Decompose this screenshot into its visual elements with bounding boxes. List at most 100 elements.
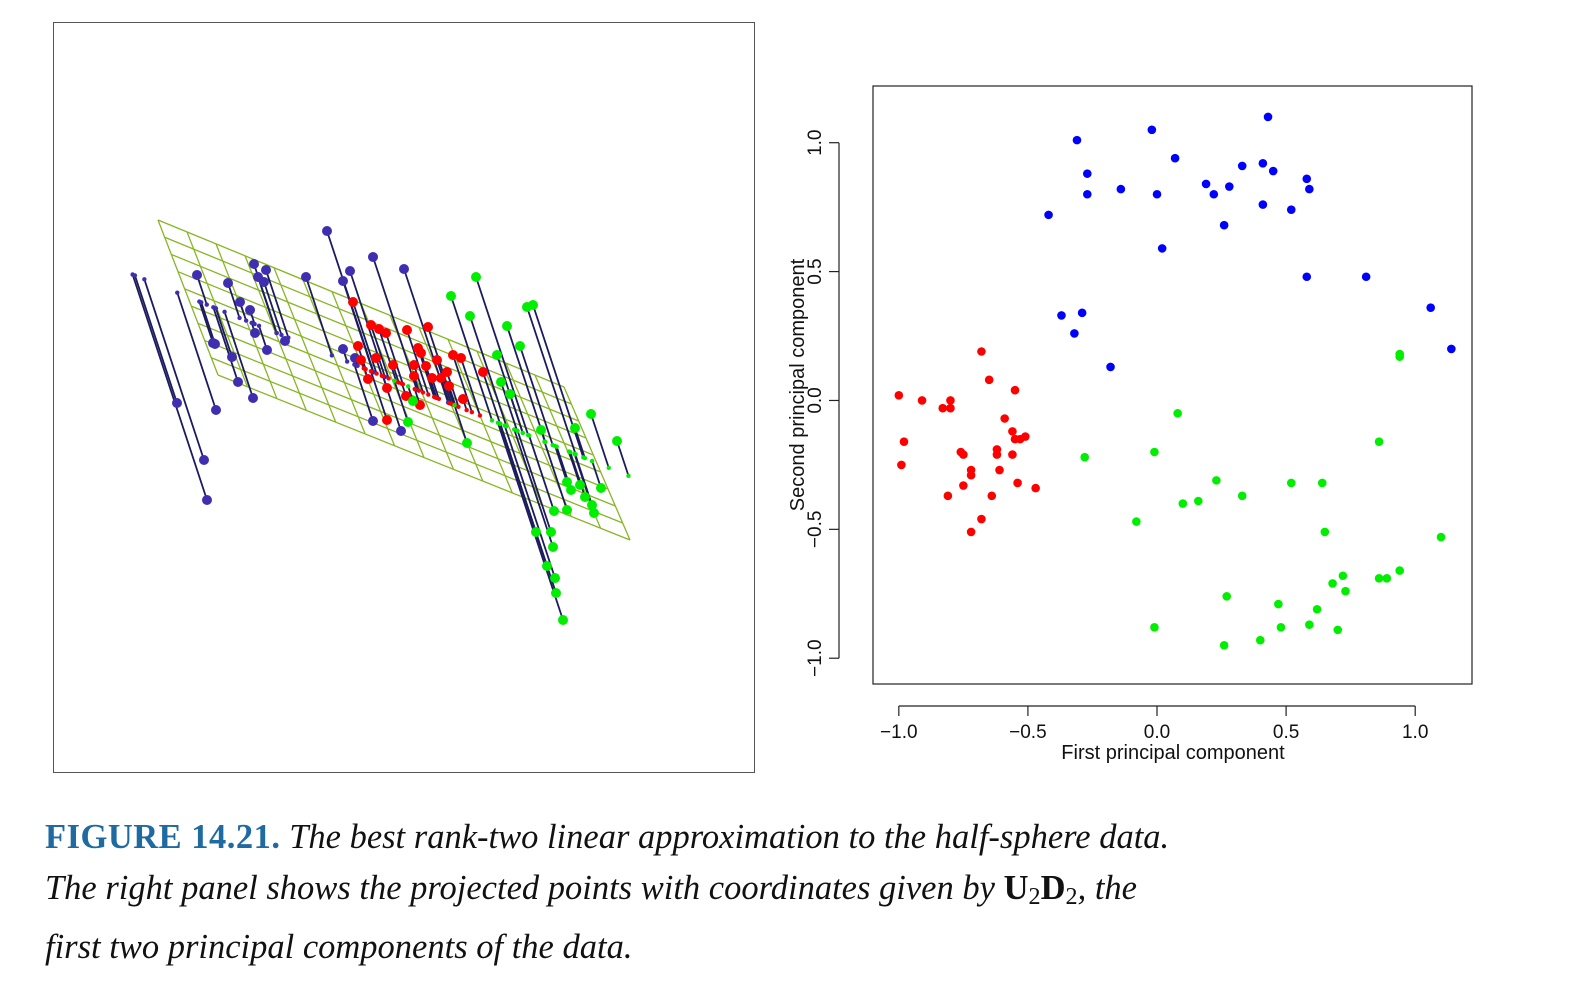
pc-point-green [1255,635,1265,645]
data-point-3d [338,344,348,354]
pc-point-green [1150,447,1159,457]
projected-point [495,420,501,425]
data-point-3d [371,353,381,363]
projected-point [582,455,588,461]
data-point-3d [345,266,355,276]
pc-point-red [938,403,948,413]
pc-point-green [1274,599,1283,609]
pc-point-red [987,491,997,501]
pc-point-blue [1258,200,1268,209]
data-point-3d [427,373,437,383]
projection-line [453,404,468,444]
plane-grid-line [563,386,631,541]
projection-line [200,302,216,345]
plane-grid-line [177,271,587,439]
data-point-3d [612,436,622,446]
projection-line [227,282,241,319]
projected-point [175,290,180,295]
pc-point-blue [1225,182,1234,191]
left-points [130,226,631,625]
projection-line [503,425,556,579]
projection-line [569,451,586,498]
pc-point-red [946,396,955,405]
pc-point-blue [1170,153,1180,163]
data-point-3d [589,508,599,518]
data-point-3d [456,353,466,363]
pc-point-blue [1147,125,1157,135]
data-point-3d [248,393,258,403]
data-point-3d [388,360,398,370]
pc-point-red [984,375,994,385]
pc-point-green [1320,527,1330,537]
pc-point-blue [1057,311,1066,320]
data-point-3d [471,272,481,282]
pc-point-green [1237,491,1247,501]
projected-point [526,433,532,438]
projection-line [568,451,581,486]
projection-line [574,427,586,459]
pc-points [894,112,1456,650]
plane-grid-line [273,267,337,423]
projection-line [378,328,398,382]
data-point-3d [366,320,376,330]
data-point-3d [280,336,290,346]
pc-point-blue [1082,169,1092,178]
projection-line [460,357,481,416]
projected-point [256,323,262,329]
data-point-3d [245,305,255,315]
pc-point-red [1008,450,1017,459]
data-point-3d [403,417,413,427]
pc-point-red [946,403,955,413]
pc-point-blue [1157,244,1167,253]
projected-point [368,369,374,374]
pc-point-red [1000,414,1009,423]
projected-point [426,392,431,397]
data-point-3d [322,226,332,236]
projected-point [464,407,469,413]
projection-line [500,381,518,431]
data-point-3d [442,367,452,377]
pc-point-green [1080,452,1090,462]
pc-point-blue [1258,159,1268,168]
x-tick-label: 1.0 [1402,722,1428,743]
data-point-3d [301,272,311,282]
math-d2: D2 [1040,869,1078,910]
pc-point-blue [1106,362,1115,372]
data-point-3d [381,328,391,338]
data-point-3d [562,477,572,487]
pc-point-blue [1302,174,1312,184]
data-point-3d [368,252,378,262]
pc-point-blue [1077,308,1087,318]
data-point-3d [462,438,472,448]
pc-point-red [1031,483,1040,493]
projection-line [131,274,208,501]
projection-line [516,430,552,533]
pc-point-red [966,465,976,475]
y-tick-label: −1.0 [805,639,826,677]
data-point-3d [502,321,512,331]
projected-point [452,402,457,408]
projected-point [434,395,439,401]
projected-point [606,465,611,470]
projected-point [142,277,147,282]
projected-point [554,444,559,449]
data-point-3d [550,573,560,583]
pc-point-green [1305,620,1314,630]
projection-line [427,326,455,406]
projection-line [385,332,404,385]
projection-line [497,422,564,621]
data-point-3d [542,561,552,571]
pc-point-blue [1305,184,1314,194]
y-tick-label: 1.0 [805,129,826,155]
projection-line [215,308,233,358]
projected-point [362,366,367,371]
pc-point-blue [1219,220,1229,230]
pc-point-green [1212,476,1221,485]
pc-point-red [966,527,976,537]
projection-line [353,364,374,422]
math-u2: U2 [1003,869,1041,910]
projection-line [196,274,208,305]
projected-point [211,305,216,310]
pc-point-red [1013,478,1022,488]
pc-point-red [977,514,986,524]
